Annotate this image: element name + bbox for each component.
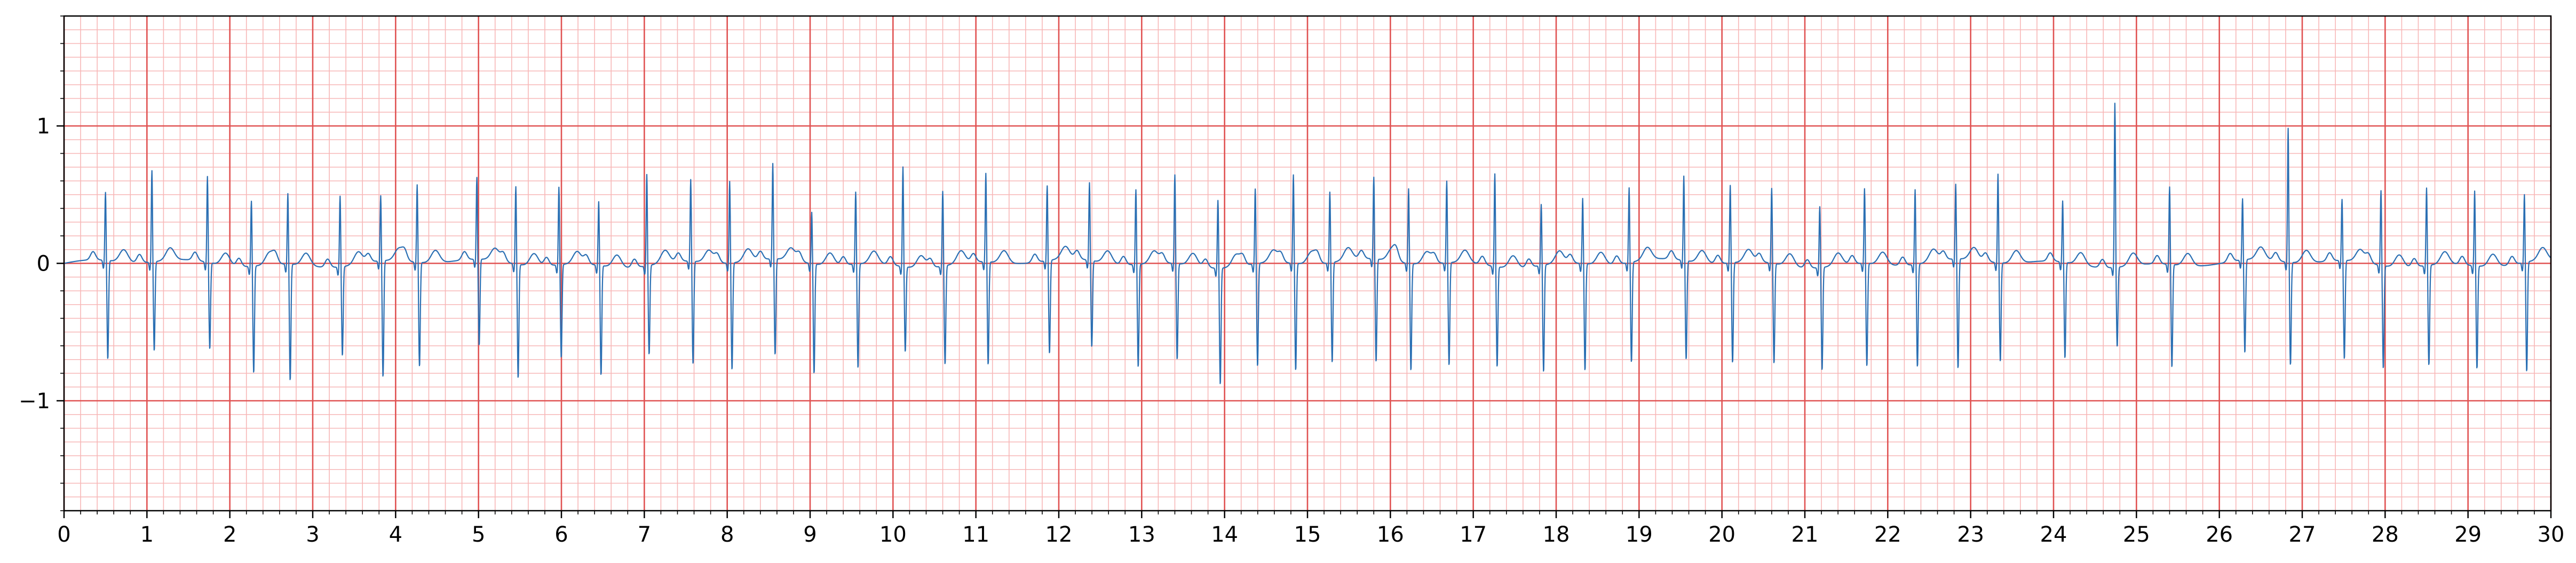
x-tick-label: 25 bbox=[2123, 522, 2150, 547]
ecg-series-line bbox=[64, 102, 2551, 384]
x-tick-labels: 0 1 2 3 4 5 6 7 8 9 10 11 12 13 14 15 16 17 18 19 20 21 22 23 24… bbox=[57, 522, 2564, 547]
x-tick-label: 16 bbox=[1377, 522, 1404, 547]
x-tick-label: 29 bbox=[2454, 522, 2482, 547]
x-tick-label: 11 bbox=[962, 522, 989, 547]
y-tick-label: 1 bbox=[37, 114, 50, 139]
x-tick-label: 6 bbox=[554, 522, 568, 547]
x-tick-label: 26 bbox=[2206, 522, 2233, 547]
y-tick-label: −1 bbox=[19, 389, 50, 414]
axis-ticks bbox=[57, 15, 2552, 518]
x-tick-label: 1 bbox=[140, 522, 154, 547]
y-tick-labels: −1 0 1 bbox=[19, 114, 50, 414]
x-tick-label: 7 bbox=[638, 522, 651, 547]
major-grid bbox=[63, 16, 2552, 511]
x-tick-label: 2 bbox=[223, 522, 236, 547]
x-tick-label: 15 bbox=[1294, 522, 1321, 547]
x-tick-label: 23 bbox=[1957, 522, 1984, 547]
x-tick-label: 4 bbox=[389, 522, 402, 547]
x-tick-label: 12 bbox=[1045, 522, 1073, 547]
x-tick-label: 27 bbox=[2289, 522, 2316, 547]
x-tick-label: 22 bbox=[1874, 522, 1901, 547]
x-tick-label: 17 bbox=[1460, 522, 1487, 547]
x-tick-label: 30 bbox=[2538, 522, 2565, 547]
x-tick-label: 5 bbox=[472, 522, 485, 547]
x-tick-label: 3 bbox=[306, 522, 319, 547]
x-tick-label: 20 bbox=[1708, 522, 1735, 547]
x-tick-label: 18 bbox=[1543, 522, 1570, 547]
y-tick-label: 0 bbox=[37, 252, 50, 276]
x-tick-label: 21 bbox=[1792, 522, 1819, 547]
x-tick-label: 28 bbox=[2372, 522, 2399, 547]
x-tick-label: 13 bbox=[1128, 522, 1155, 547]
x-tick-label: 14 bbox=[1211, 522, 1238, 547]
x-tick-label: 8 bbox=[720, 522, 734, 547]
x-tick-label: 9 bbox=[803, 522, 817, 547]
x-tick-label: 19 bbox=[1626, 522, 1653, 547]
x-tick-label: 24 bbox=[2040, 522, 2067, 547]
x-tick-label: 10 bbox=[879, 522, 907, 547]
ecg-trace bbox=[64, 102, 2551, 384]
x-tick-label: 0 bbox=[57, 522, 70, 547]
